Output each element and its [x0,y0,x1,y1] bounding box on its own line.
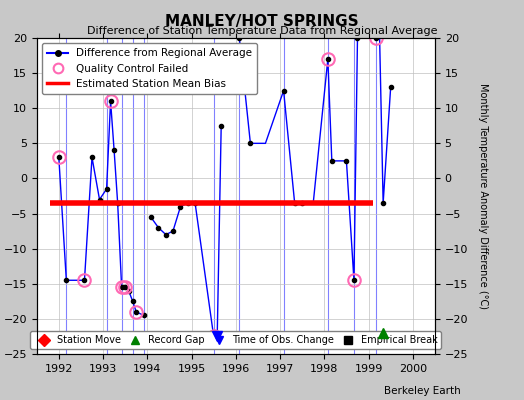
Text: Difference of Station Temperature Data from Regional Average: Difference of Station Temperature Data f… [87,26,437,36]
Y-axis label: Monthly Temperature Anomaly Difference (°C): Monthly Temperature Anomaly Difference (… [477,83,488,309]
Text: Berkeley Earth: Berkeley Earth [385,386,461,396]
Text: MANLEY/HOT SPRINGS: MANLEY/HOT SPRINGS [165,14,359,29]
Legend: Station Move, Record Gap, Time of Obs. Change, Empirical Break: Station Move, Record Gap, Time of Obs. C… [30,331,441,349]
